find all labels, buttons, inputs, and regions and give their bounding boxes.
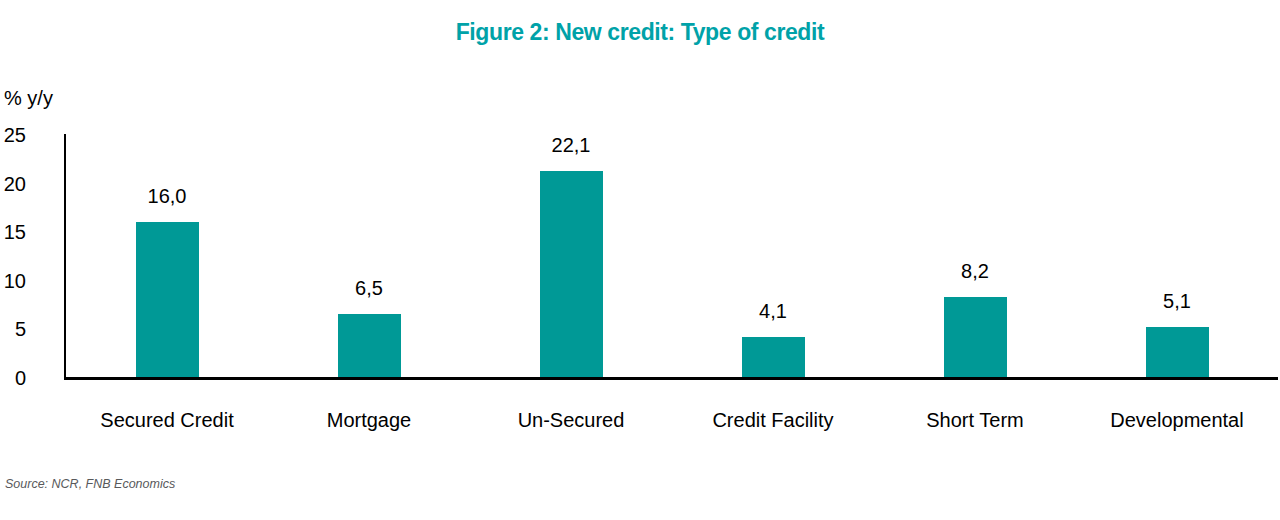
bar-group-credit-facility: 4,1 <box>672 134 874 377</box>
x-axis-labels: Secured Credit Mortgage Un-Secured Credi… <box>66 408 1278 432</box>
bar-group-developmental: 5,1 <box>1076 134 1278 377</box>
y-tick: 10 <box>0 269 26 293</box>
y-axis-ticks: 25 20 15 10 5 0 <box>0 0 26 520</box>
x-axis-label: Credit Facility <box>672 408 874 432</box>
bar-value-label: 22,1 <box>552 134 591 157</box>
bar-group-un-secured: 22,1 <box>470 134 672 377</box>
bar <box>136 222 199 378</box>
x-axis-label: Secured Credit <box>66 408 268 432</box>
bar <box>338 314 401 377</box>
bar-group-mortgage: 6,5 <box>268 134 470 377</box>
bar <box>944 297 1007 377</box>
y-tick: 20 <box>0 172 26 196</box>
y-tick: 25 <box>0 123 26 147</box>
x-axis-label: Un-Secured <box>470 408 672 432</box>
bar-value-label: 4,1 <box>759 300 787 323</box>
chart-title: Figure 2: New credit: Type of credit <box>0 19 1280 46</box>
x-axis-label: Mortgage <box>268 408 470 432</box>
y-tick: 15 <box>0 220 26 244</box>
bar-value-label: 8,2 <box>961 260 989 283</box>
y-tick: 5 <box>0 317 26 341</box>
bar <box>1146 327 1209 377</box>
bar <box>742 337 805 377</box>
y-tick: 0 <box>0 366 26 390</box>
bar-group-short-term: 8,2 <box>874 134 1076 377</box>
x-axis-label: Developmental <box>1076 408 1278 432</box>
source-note: Source: NCR, FNB Economics <box>5 477 175 491</box>
x-axis-label: Short Term <box>874 408 1076 432</box>
bar <box>540 171 603 377</box>
bar-group-secured-credit: 16,0 <box>66 134 268 377</box>
plot-area: 16,0 6,5 22,1 4,1 8,2 5,1 <box>64 134 1278 380</box>
bar-value-label: 6,5 <box>355 277 383 300</box>
bar-value-label: 16,0 <box>148 185 187 208</box>
bar-value-label: 5,1 <box>1163 290 1191 313</box>
